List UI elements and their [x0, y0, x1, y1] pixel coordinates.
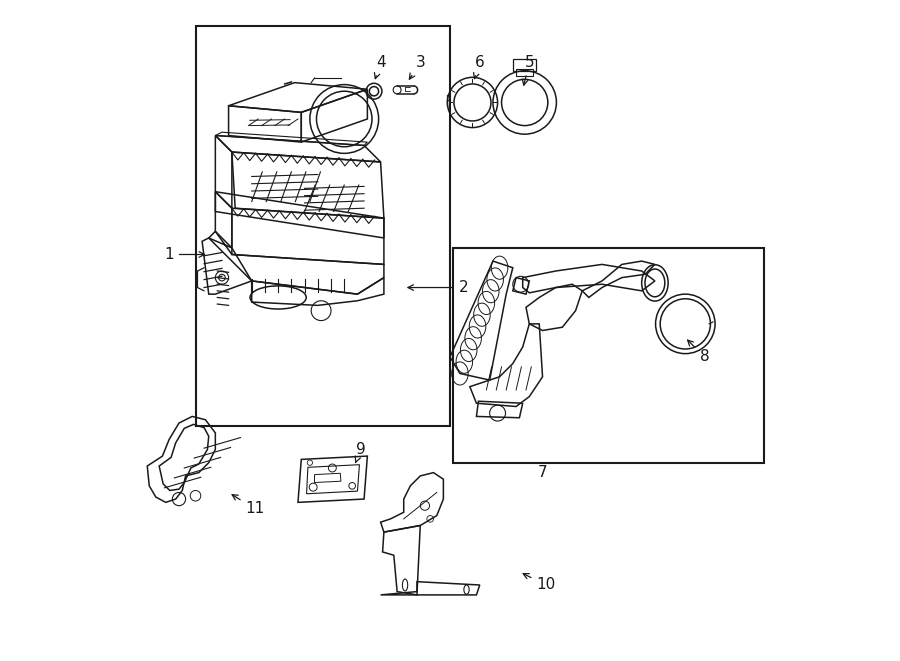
Bar [454, 248, 764, 463]
Text: 6: 6 [473, 56, 484, 79]
Text: 3: 3 [410, 56, 425, 79]
Text: 11: 11 [232, 494, 265, 516]
Text: 9: 9 [356, 442, 365, 463]
Text: 2: 2 [408, 280, 468, 295]
Text: 1: 1 [165, 247, 204, 262]
Text: 5: 5 [522, 56, 534, 85]
Text: 8: 8 [688, 340, 709, 364]
Text: 10: 10 [523, 574, 555, 592]
Text: 4: 4 [374, 56, 385, 79]
Bar [195, 26, 450, 426]
Text: 7: 7 [537, 465, 547, 480]
